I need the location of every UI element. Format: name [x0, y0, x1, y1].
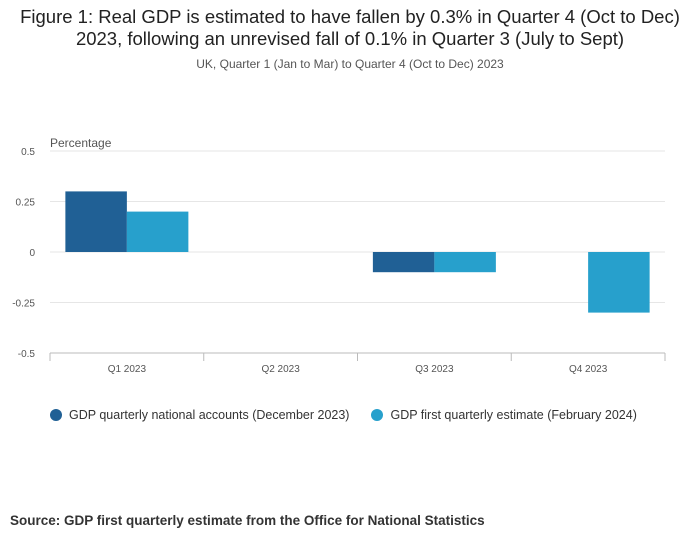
x-tick-label: Q3 2023 — [415, 364, 454, 375]
y-tick-label: -0.25 — [12, 299, 35, 310]
y-tick-label: 0.5 — [21, 147, 35, 158]
bar-series-2-q4-2023[interactable] — [588, 252, 650, 313]
y-tick-label: 0 — [29, 248, 35, 259]
legend-swatch-series-1 — [50, 409, 62, 421]
legend-item-series-1: GDP quarterly national accounts (Decembe… — [50, 408, 349, 422]
y-axis-label: Percentage — [50, 136, 112, 150]
x-tick-label: Q1 2023 — [108, 364, 147, 375]
bar-series-2-q1-2023[interactable] — [126, 211, 189, 252]
legend: GDP quarterly national accounts (Decembe… — [50, 408, 659, 422]
y-tick-label: -0.5 — [18, 349, 36, 360]
legend-item-series-2: GDP first quarterly estimate (February 2… — [371, 408, 637, 422]
legend-label-series-1: GDP quarterly national accounts (Decembe… — [69, 408, 350, 422]
bar-series-2-q3-2023[interactable] — [434, 252, 496, 273]
legend-label-series-2: GDP first quarterly estimate (February 2… — [390, 408, 637, 422]
bar-series-1-q3-2023[interactable] — [372, 252, 435, 273]
x-tick-label: Q2 2023 — [261, 364, 300, 375]
legend-swatch-series-2 — [371, 409, 384, 421]
y-tick-label: 0.25 — [16, 198, 36, 209]
bar-series-1-q1-2023[interactable] — [65, 191, 127, 252]
x-tick-label: Q4 2023 — [569, 364, 608, 375]
chart-subtitle: UK, Quarter 1 (Jan to Mar) to Quarter 4 … — [196, 57, 504, 71]
source-note: Source: GDP first quarterly estimate fro… — [10, 513, 485, 528]
chart-title: Figure 1: Real GDP is estimated to have … — [20, 6, 680, 49]
